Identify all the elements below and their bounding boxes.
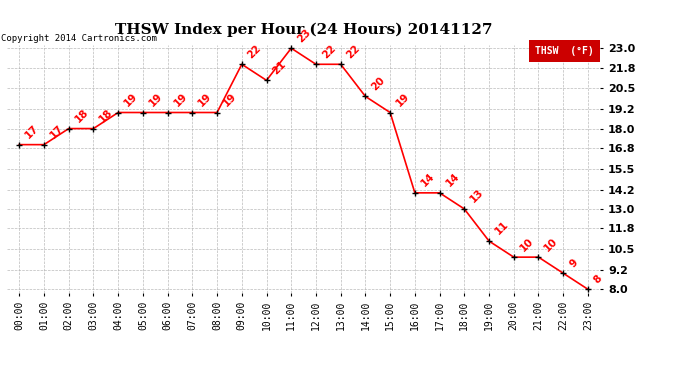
Text: 18: 18	[73, 107, 90, 124]
Text: 19: 19	[197, 91, 214, 108]
Text: 8: 8	[592, 273, 604, 285]
Text: 19: 19	[394, 91, 411, 108]
Text: 23: 23	[295, 27, 313, 44]
Text: 10: 10	[518, 236, 535, 253]
Text: 17: 17	[23, 123, 41, 141]
Text: 17: 17	[48, 123, 66, 141]
Text: 21: 21	[270, 59, 288, 76]
Text: 22: 22	[320, 43, 337, 60]
Title: THSW Index per Hour (24 Hours) 20141127: THSW Index per Hour (24 Hours) 20141127	[115, 23, 493, 38]
Text: 13: 13	[469, 188, 486, 205]
Text: 19: 19	[122, 91, 139, 108]
Text: 10: 10	[542, 236, 560, 253]
Text: 19: 19	[221, 91, 239, 108]
Text: 14: 14	[419, 171, 437, 189]
Text: 19: 19	[147, 91, 164, 108]
Text: Copyright 2014 Cartronics.com: Copyright 2014 Cartronics.com	[1, 33, 157, 42]
Text: 9: 9	[567, 257, 580, 269]
Text: 18: 18	[97, 107, 115, 124]
Text: 14: 14	[444, 171, 461, 189]
Text: 22: 22	[345, 43, 362, 60]
Text: 11: 11	[493, 220, 511, 237]
Text: 22: 22	[246, 43, 264, 60]
Text: 20: 20	[370, 75, 387, 92]
Text: 19: 19	[172, 91, 189, 108]
